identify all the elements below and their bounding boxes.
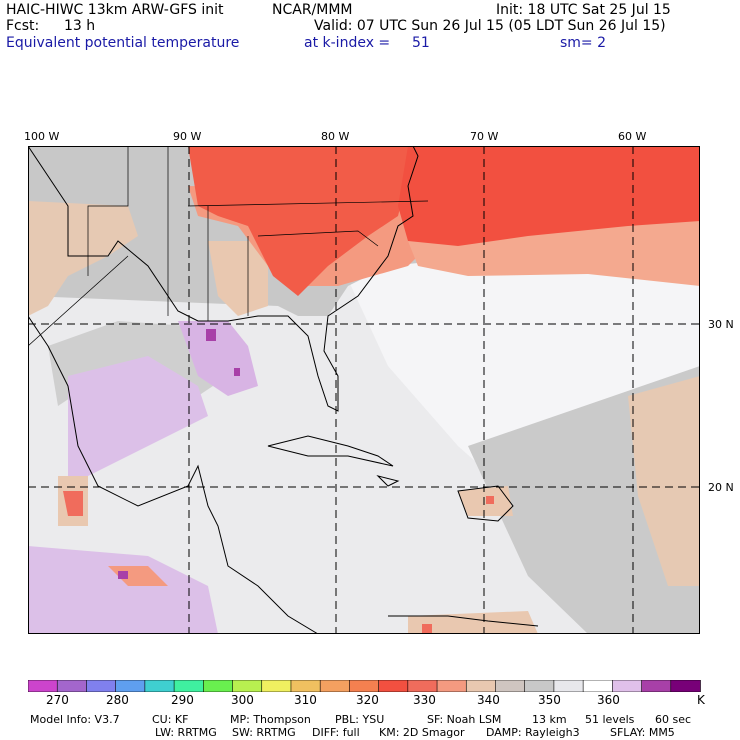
level-value: 51 [412, 35, 430, 51]
lon-label-100w: 100 W [24, 130, 60, 143]
footer-damp: DAMP: Rayleigh3 [486, 726, 580, 739]
lon-label-60w: 60 W [618, 130, 647, 143]
init-time: Init: 18 UTC Sat 25 Jul 15 [496, 2, 671, 18]
footer-mp: MP: Thompson [230, 713, 311, 726]
theta-e-map [28, 146, 700, 634]
hispaniola-outline [457, 485, 514, 522]
colorbar-swatch [407, 680, 438, 692]
purple-cell [118, 571, 128, 579]
louisiana-lavender-region [178, 321, 258, 396]
state-border [257, 230, 379, 247]
colorbar-label: 270 [46, 693, 69, 707]
model-title: HAIC-HIWC 13km ARW-GFS init [6, 2, 224, 18]
colorbar-label: 280 [106, 693, 129, 707]
colorbar-swatch [144, 680, 175, 692]
footer-sf: SF: Noah LSM [427, 713, 502, 726]
colorbar-swatch [378, 680, 409, 692]
texas-tan-region [28, 201, 138, 316]
colorbar-swatch [495, 680, 526, 692]
footer-resolution: 13 km [532, 713, 567, 726]
field-name: Equivalent potential temperature [6, 35, 240, 51]
south-america-tan [408, 611, 538, 634]
pacific-lavender-region [28, 546, 218, 634]
valid-time: Valid: 07 UTC Sun 26 Jul 15 (05 LDT Sun … [314, 18, 666, 34]
atlantic-tan-region [628, 376, 700, 586]
mexico-red-cell [63, 491, 83, 516]
colorbar-swatch [436, 680, 468, 692]
footer-km: KM: 2D Smagor [379, 726, 465, 739]
footer-levels: 51 levels [585, 713, 635, 726]
south-america-coast [388, 615, 539, 627]
footer-sflay: SFLAY: MM5 [610, 726, 675, 739]
footer-sw: SW: RRTMG [232, 726, 296, 739]
lat-label-20n: 20 N [708, 481, 734, 494]
lon-label-80w: 80 W [321, 130, 350, 143]
colorbar-units: K [697, 693, 705, 707]
jamaica-outline [376, 475, 400, 487]
colorbar-label: 310 [294, 693, 317, 707]
us-gulf-atlantic-coast [28, 146, 419, 412]
east-coast-high-theta-region [188, 146, 408, 296]
color-bar [28, 680, 701, 692]
north-atlantic-high-theta-region [398, 146, 700, 246]
colorbar-swatch [670, 680, 701, 692]
colorbar-swatch [553, 680, 584, 692]
venezuela-red-cell [422, 624, 432, 634]
purple-cell [206, 329, 216, 341]
southeast-tan-region [208, 241, 268, 316]
colorbar-swatch [261, 680, 292, 692]
colorbar-swatch [290, 680, 321, 692]
colorbar-swatch [86, 680, 117, 692]
mexico-central-america-coast [28, 315, 319, 634]
colorbar-swatch [232, 680, 263, 692]
colorbar-swatch [582, 680, 614, 692]
colorbar-swatch [56, 680, 88, 692]
hispaniola-tan [458, 486, 513, 516]
colorbar-label: 300 [231, 693, 254, 707]
footer-model-info: Model Info: V3.7 [30, 713, 120, 726]
level-label: at k-index = [304, 35, 391, 51]
footer-diff: DIFF: full [312, 726, 360, 739]
state-border [187, 200, 429, 207]
colorbar-label: 340 [477, 693, 500, 707]
lon-label-70w: 70 W [470, 130, 499, 143]
colorbar-swatch [612, 680, 643, 692]
colorbar-swatch [115, 680, 146, 692]
colorbar-swatch [203, 680, 234, 692]
footer-pbl: PBL: YSU [335, 713, 385, 726]
state-border [28, 255, 129, 347]
lat-lon-grid [28, 146, 700, 634]
gulf-lavender-region [68, 356, 208, 506]
colorbar-label: 360 [597, 693, 620, 707]
forecast-label: Fcst: [6, 18, 40, 34]
colorbar-label: 350 [538, 693, 561, 707]
state-border [87, 146, 129, 276]
colorbar-swatch [173, 680, 205, 692]
forecast-hours: 13 h [64, 18, 96, 34]
colorbar-swatch [28, 680, 59, 692]
footer-lw: LW: RRTMG [155, 726, 217, 739]
map-frame [28, 146, 700, 634]
colorbar-swatch [349, 680, 380, 692]
colorbar-swatch [465, 680, 497, 692]
lon-label-90w: 90 W [173, 130, 202, 143]
state-borders [28, 146, 429, 347]
colorbar-swatch [319, 680, 351, 692]
colorbar-label: 290 [171, 693, 194, 707]
purple-cell [234, 368, 240, 376]
colorbar-label: 320 [356, 693, 379, 707]
org-label: NCAR/MMM [272, 2, 353, 18]
hispaniola-red-cell [486, 496, 494, 504]
lat-label-30n: 30 N [708, 318, 734, 331]
colorbar-label: 330 [413, 693, 436, 707]
smoothing-label: sm= 2 [560, 35, 607, 51]
footer-timestep: 60 sec [655, 713, 692, 726]
cuba-outline [267, 435, 394, 467]
footer-cu: CU: KF [152, 713, 189, 726]
colorbar-swatch [641, 680, 672, 692]
colorbar-swatch [524, 680, 555, 692]
coastlines [28, 146, 539, 634]
